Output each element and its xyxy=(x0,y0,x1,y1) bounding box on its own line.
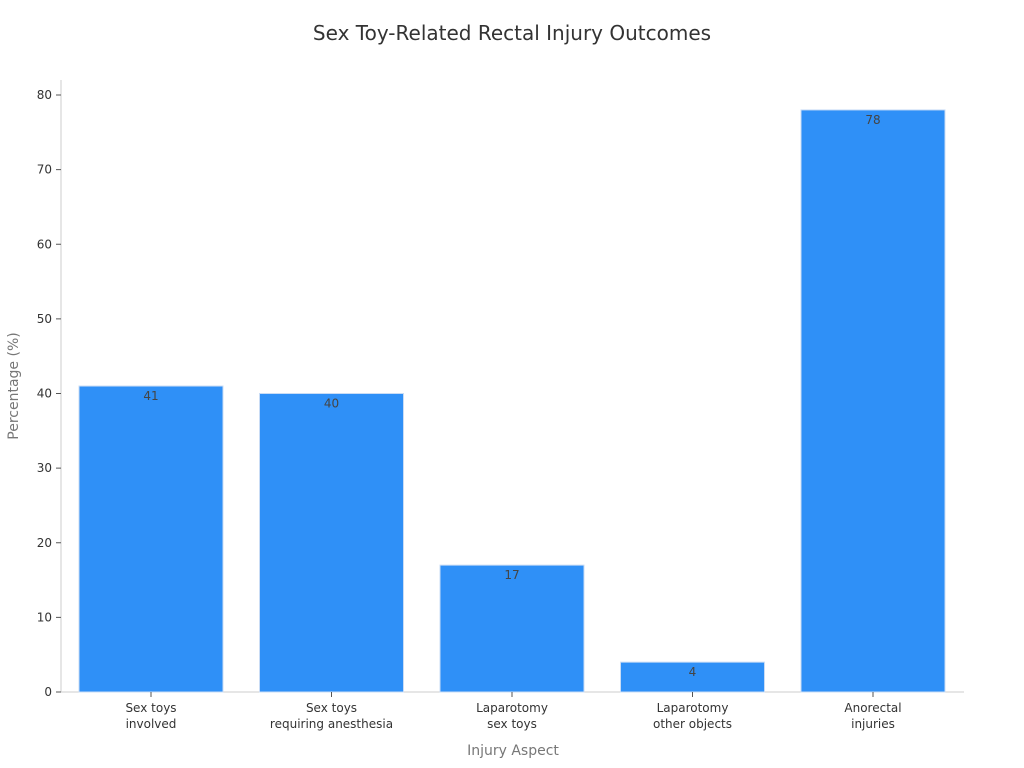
x-tick-label: sex toys xyxy=(487,717,537,731)
y-tick-label: 40 xyxy=(37,387,52,401)
x-tick-label: injuries xyxy=(851,717,895,731)
y-tick-label: 70 xyxy=(37,163,52,177)
x-tick-label: requiring anesthesia xyxy=(270,717,393,731)
y-tick-label: 60 xyxy=(37,237,52,251)
bar xyxy=(78,385,224,693)
bar-value-label: 40 xyxy=(324,397,339,411)
x-tick-label: Anorectal xyxy=(844,701,901,715)
x-tick-label: other objects xyxy=(653,717,732,731)
bars xyxy=(78,109,946,693)
x-tick-label: Laparotomy xyxy=(476,701,548,715)
bar xyxy=(259,393,404,693)
x-axis-title: Injury Aspect xyxy=(467,743,559,759)
y-tick-label: 20 xyxy=(37,536,52,550)
bar-value-label: 17 xyxy=(504,568,519,582)
x-tick-label: involved xyxy=(126,717,177,731)
y-tick-label: 50 xyxy=(37,312,52,326)
y-tick-label: 80 xyxy=(37,88,52,102)
x-tick-label: Laparotomy xyxy=(657,701,729,715)
y-tick-label: 0 xyxy=(44,685,52,699)
chart-title: Sex Toy-Related Rectal Injury Outcomes xyxy=(313,21,711,45)
x-axis-ticks: Sex toys involved Sex toys requiring anesth… xyxy=(125,692,902,731)
y-axis-title: Percentage (%) xyxy=(6,332,22,439)
bar-value-labels: 41 40 17 4 78 xyxy=(143,113,880,679)
bar-value-label: 4 xyxy=(689,665,697,679)
bar xyxy=(800,109,946,693)
x-tick-label: Sex toys xyxy=(306,701,357,715)
y-tick-label: 10 xyxy=(37,610,52,624)
y-axis-ticks: 0 10 20 30 40 50 60 70 80 xyxy=(37,88,61,699)
y-tick-label: 30 xyxy=(37,461,52,475)
bar-value-label: 78 xyxy=(865,113,880,127)
bar xyxy=(620,661,765,693)
x-tick-label: Sex toys xyxy=(125,701,176,715)
bar-value-label: 41 xyxy=(143,389,158,403)
bar xyxy=(439,564,585,693)
